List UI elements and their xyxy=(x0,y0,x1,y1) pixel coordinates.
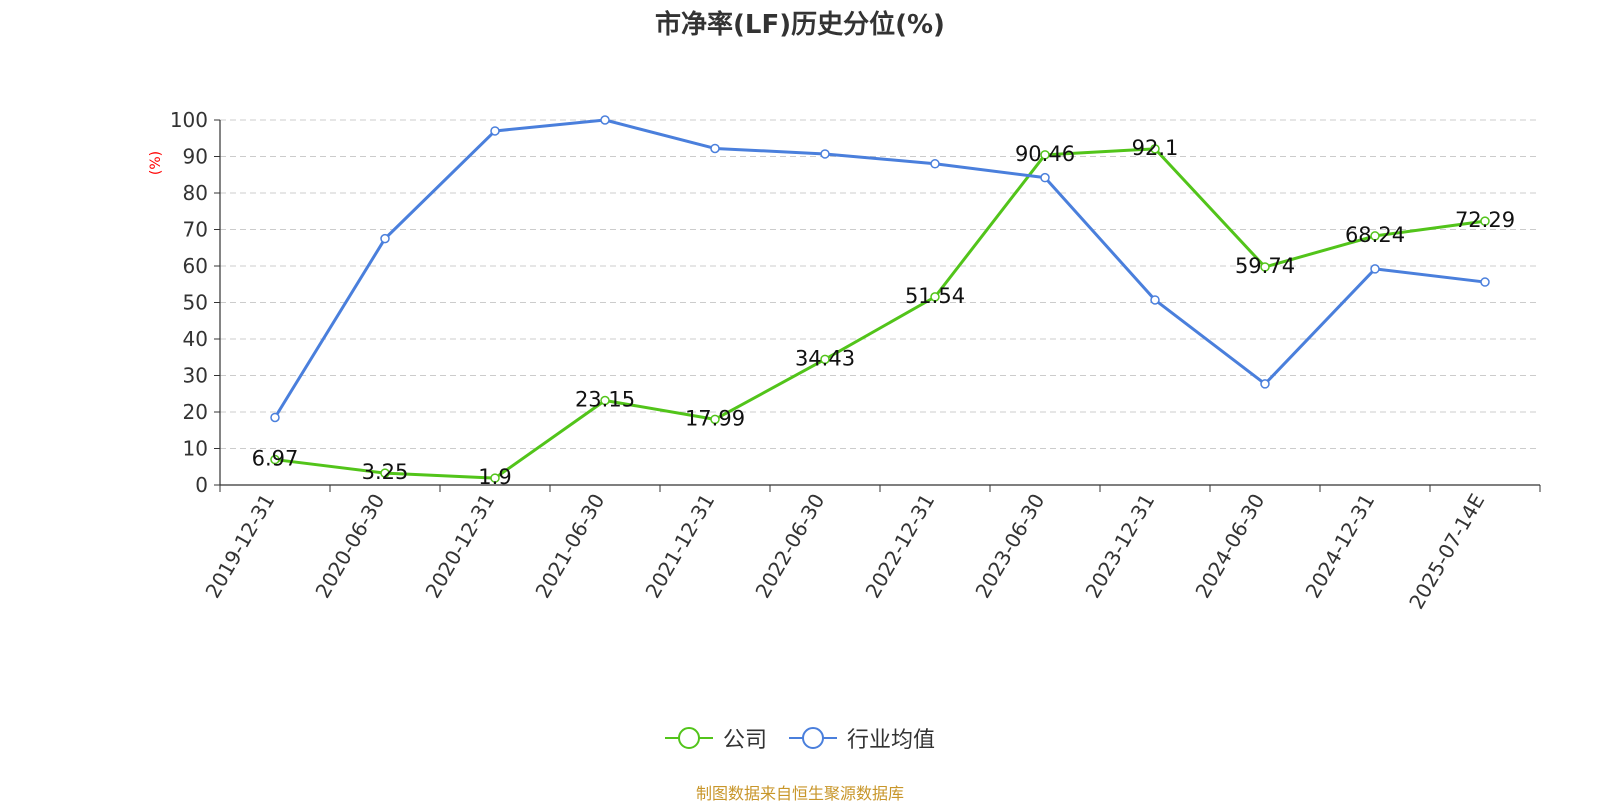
y-tick-label: 70 xyxy=(183,218,208,242)
source-note: 制图数据来自恒生聚源数据库 xyxy=(695,784,904,803)
y-tick-label: 90 xyxy=(183,145,208,169)
y-tick-label: 20 xyxy=(183,400,208,424)
data-label: 34.43 xyxy=(795,346,855,370)
data-point-1 xyxy=(380,233,390,244)
data-point-0 xyxy=(600,395,610,406)
data-label: 72.29 xyxy=(1455,208,1515,232)
data-label: 1.9 xyxy=(478,465,511,489)
y-tick-label: 60 xyxy=(183,254,208,278)
data-point-0 xyxy=(820,354,830,365)
x-tick-label: 2022-06-30 xyxy=(750,490,829,603)
data-point-0 xyxy=(930,292,940,302)
legend-company-symbol-icon xyxy=(664,727,713,749)
series-line-1 xyxy=(273,118,1486,419)
data-point-0 xyxy=(1260,262,1270,272)
data-point-1 xyxy=(710,143,720,154)
data-label: 59.74 xyxy=(1235,254,1295,278)
data-point-1 xyxy=(1480,277,1490,287)
chart-title: 市净率(LF)历史分位(%) xyxy=(655,10,945,40)
x-tick-label: 2021-06-30 xyxy=(530,490,609,603)
data-label: 23.15 xyxy=(575,388,635,412)
data-point-0 xyxy=(1370,231,1380,241)
x-tick-label: 2021-12-31 xyxy=(640,490,719,603)
x-tick-label: 2024-12-31 xyxy=(1300,490,1379,603)
x-tick-label: 2024-06-30 xyxy=(1190,490,1269,603)
y-tick-label: 30 xyxy=(183,364,208,388)
x-tick-label: 2020-12-31 xyxy=(420,490,499,603)
data-point-1 xyxy=(1260,379,1270,389)
x-tick-label: 2022-12-31 xyxy=(860,490,939,603)
data-point-1 xyxy=(490,126,500,136)
data-point-0 xyxy=(1480,216,1490,226)
data-label: 68.24 xyxy=(1345,223,1405,247)
data-point-1 xyxy=(1040,172,1050,183)
x-tick-label: 2023-06-30 xyxy=(970,490,1049,603)
y-tick-label: 40 xyxy=(183,327,208,351)
data-point-0 xyxy=(710,414,720,425)
data-point-0 xyxy=(1040,150,1050,160)
data-point-0 xyxy=(270,454,280,465)
data-point-1 xyxy=(820,149,830,159)
data-label: 6.97 xyxy=(252,447,299,471)
series-line-0 xyxy=(274,147,1486,480)
x-tick-label: 2023-12-31 xyxy=(1080,490,1159,603)
legend-industry-label: 行业均值 xyxy=(847,728,936,753)
y-tick-label: 100 xyxy=(170,108,208,132)
x-tick-label: 2019-12-31 xyxy=(200,490,279,603)
data-point-1 xyxy=(600,115,610,125)
x-tick-label: 2025-07-14E xyxy=(1404,490,1489,614)
data-label: 92.1 xyxy=(1132,136,1179,160)
data-point-0 xyxy=(380,468,390,478)
legend-item-company[interactable]: 公司 xyxy=(664,722,767,754)
data-point-1 xyxy=(1150,295,1160,305)
legend: 公司 行业均值 xyxy=(0,722,1600,754)
data-point-0 xyxy=(490,473,500,483)
y-tick-label: 50 xyxy=(183,291,208,315)
legend-item-industry[interactable]: 行业均值 xyxy=(789,722,935,754)
data-label: 51.54 xyxy=(905,284,965,308)
legend-company-label: 公司 xyxy=(722,728,767,753)
data-point-1 xyxy=(930,159,940,169)
data-point-1 xyxy=(270,412,280,423)
y-tick-label: 80 xyxy=(183,181,208,205)
legend-industry-symbol-icon xyxy=(789,727,837,749)
data-label: 3.25 xyxy=(362,460,409,484)
y-tick-label: 10 xyxy=(183,437,208,461)
data-point-0 xyxy=(1150,144,1160,154)
x-tick-label: 2020-06-30 xyxy=(310,490,389,603)
y-tick-label: 0 xyxy=(195,473,208,497)
data-point-1 xyxy=(1370,264,1380,274)
data-label: 90.46 xyxy=(1015,142,1075,166)
data-label: 17.99 xyxy=(685,406,745,430)
